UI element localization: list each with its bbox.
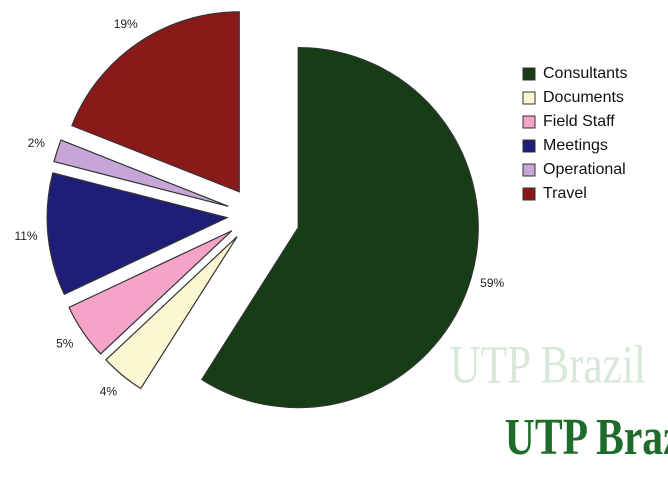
watermark: UTP Brazil [505,409,668,466]
legend-swatch [522,67,536,81]
legend: Consultants Documents Field Staff Meetings O… [522,65,628,202]
legend-label: Consultants [543,65,628,82]
legend-swatch [522,187,536,201]
pie-slice [53,139,229,207]
legend-swatch [522,163,536,177]
legend-label: Travel [543,185,587,202]
pie: 59% 4% 5% 11% 2% 19% [14,11,505,409]
data-label: 11% [14,229,37,243]
data-label: 2% [28,136,46,150]
pie-slice [68,230,233,355]
legend-swatch [522,91,536,105]
data-label: 4% [100,384,118,398]
legend-swatch [522,139,536,153]
data-label: 19% [114,17,138,31]
legend-label: Field Staff [543,113,615,130]
legend-label: Operational [543,161,626,178]
pie-slice [105,236,238,390]
watermark: UTP Brazil [450,334,646,395]
legend-swatch [522,115,536,129]
pie-slice [71,11,240,193]
pie-slice [46,172,229,296]
legend-label: Documents [543,89,624,106]
data-label: 5% [56,336,74,350]
data-label: 59% [480,276,504,290]
legend-label: Meetings [543,137,608,154]
pie-slice [200,46,479,409]
